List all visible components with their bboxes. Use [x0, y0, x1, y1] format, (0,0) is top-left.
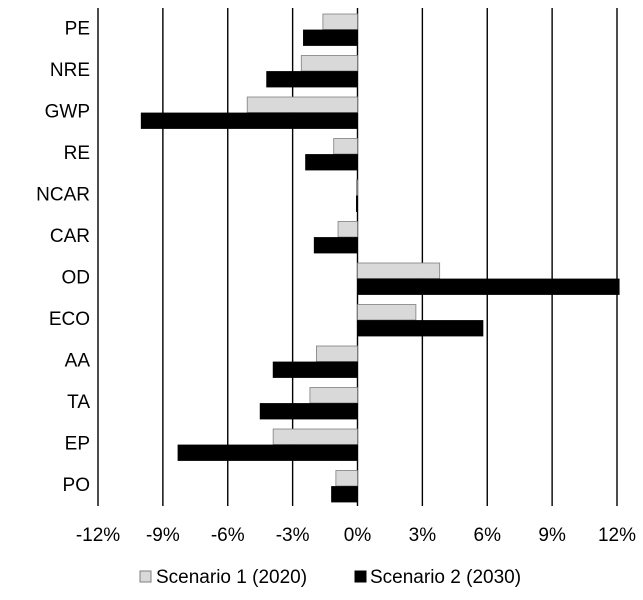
legend: Scenario 1 (2020) Scenario 2 (2030): [139, 567, 521, 588]
legend-swatch-series-2: [354, 570, 367, 583]
bar-gwp-series-1: [246, 96, 358, 113]
category-label-od: OD: [62, 267, 91, 288]
category-label-nre: NRE: [50, 60, 90, 81]
legend-label-series-1: Scenario 1 (2020): [156, 567, 307, 588]
bar-car-series-2: [313, 237, 358, 254]
category-label-eco: ECO: [49, 309, 90, 330]
bar-ta-series-2: [259, 403, 358, 420]
category-label-gwp: GWP: [45, 101, 90, 122]
gridlines: [97, 8, 618, 506]
bar-aa-series-1: [316, 345, 358, 362]
x-tick-label-6: 6%: [474, 525, 502, 546]
bar-nre-series-2: [266, 71, 358, 88]
bar-ncar-series-1: [356, 179, 358, 196]
category-label-po: PO: [63, 475, 90, 496]
bar-aa-series-2: [272, 361, 358, 378]
x-tick-label-4: 0%: [344, 525, 372, 546]
bars: [140, 13, 620, 503]
bar-re-series-2: [305, 154, 358, 171]
category-label-ta: TA: [67, 392, 90, 413]
bar-nre-series-1: [300, 55, 358, 72]
category-labels: PE NRE GWP RE NCAR CAR OD ECO AA TA EP PO: [36, 18, 90, 496]
legend-label-series-2: Scenario 2 (2030): [370, 567, 521, 588]
x-tick-label-7: 9%: [538, 525, 566, 546]
x-tick-label-0: -12%: [76, 525, 120, 546]
x-tick-label-2: -6%: [211, 525, 245, 546]
category-label-pe: PE: [65, 18, 90, 39]
bar-od-series-2: [357, 278, 620, 295]
bar-po-series-2: [331, 486, 358, 503]
legend-swatch-series-1: [139, 570, 152, 583]
bar-ncar-series-2: [356, 195, 358, 212]
category-label-aa: AA: [65, 350, 91, 371]
bar-gwp-series-2: [140, 112, 358, 129]
category-label-car: CAR: [50, 226, 90, 247]
bar-ta-series-1: [309, 387, 358, 404]
bar-re-series-1: [333, 138, 358, 155]
bar-pe-series-2: [303, 29, 358, 46]
category-label-re: RE: [64, 143, 90, 164]
bar-ep-series-1: [272, 428, 358, 445]
bar-eco-series-1: [357, 304, 417, 321]
bar-ep-series-2: [177, 444, 358, 461]
category-label-ncar: NCAR: [36, 184, 90, 205]
category-label-ep: EP: [65, 433, 90, 454]
bar-eco-series-2: [357, 320, 484, 337]
x-tick-labels: -12% -9% -6% -3% 0% 3% 6% 9% 12%: [76, 525, 636, 546]
x-tick-label-1: -9%: [146, 525, 180, 546]
bar-pe-series-1: [322, 13, 358, 30]
bar-po-series-1: [335, 470, 358, 487]
x-tick-label-3: -3%: [276, 525, 310, 546]
bar-car-series-1: [337, 221, 358, 238]
bar-od-series-1: [357, 262, 441, 279]
x-tick-label-8: 12%: [598, 525, 636, 546]
x-tick-label-5: 3%: [409, 525, 437, 546]
